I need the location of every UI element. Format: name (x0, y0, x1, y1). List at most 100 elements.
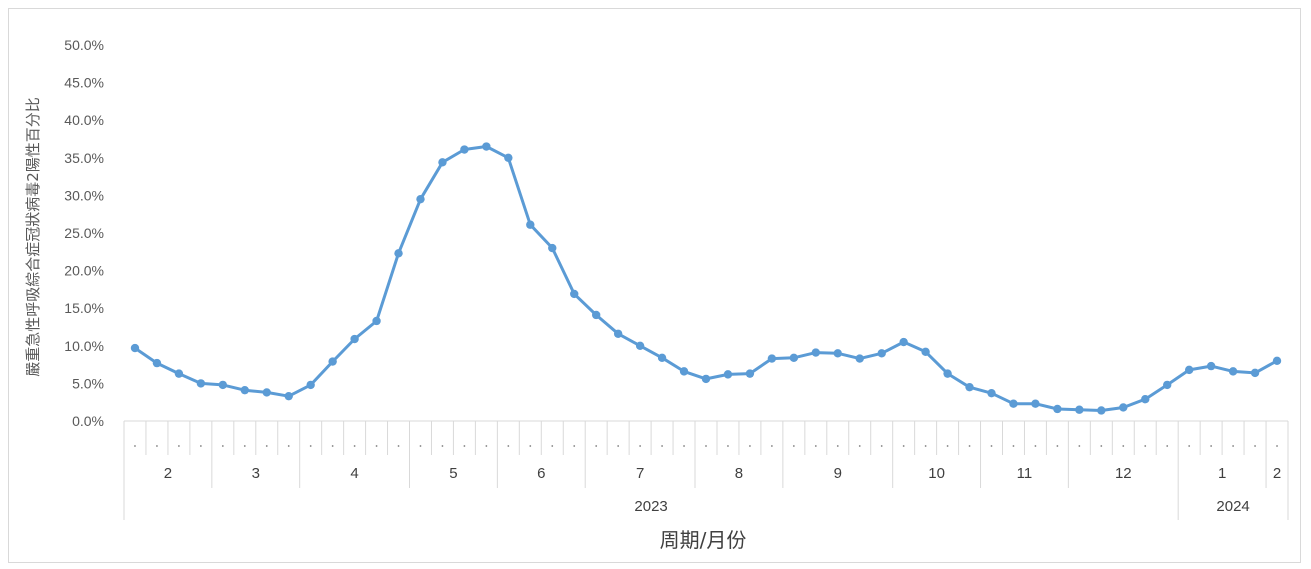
week-tick-dot (1232, 445, 1234, 447)
y-axis-label: 嚴重急性呼吸綜合症冠狀病毒2陽性百分比 (24, 97, 42, 377)
week-tick-dot (375, 445, 378, 447)
data-point (679, 367, 689, 376)
data-point (262, 388, 271, 397)
data-point (943, 369, 952, 378)
data-point (218, 380, 228, 390)
data-point (570, 289, 579, 299)
y-tick-label: 15.0% (64, 300, 104, 316)
data-point (174, 369, 184, 378)
y-tick-label: 0.0% (72, 413, 104, 429)
data-point (899, 337, 908, 347)
week-tick-dot (156, 445, 158, 447)
week-tick-dot (1122, 445, 1125, 447)
x-axis-label: 周期/月份 (660, 528, 747, 552)
month-label: 4 (350, 465, 358, 482)
data-point (1206, 361, 1216, 371)
data-point (965, 382, 974, 392)
week-tick-dot (990, 445, 993, 447)
data-point (657, 353, 667, 363)
week-tick-dot (902, 445, 905, 447)
year-label: 2023 (634, 498, 667, 515)
week-tick-dot (924, 445, 927, 447)
y-tick-label: 25.0% (64, 225, 104, 241)
data-point (548, 243, 557, 253)
data-point (196, 379, 206, 388)
data-point (152, 358, 162, 368)
week-tick-dot (287, 445, 290, 447)
data-point (416, 194, 425, 204)
week-tick-dot (1012, 445, 1015, 447)
data-point (1163, 380, 1172, 390)
data-point (723, 370, 733, 379)
week-tick-dot (221, 445, 224, 447)
week-tick-dot (661, 445, 663, 447)
week-tick-dot (573, 445, 576, 447)
data-point (1272, 356, 1282, 366)
y-tick-label: 45.0% (64, 75, 104, 91)
data-point (1075, 405, 1084, 414)
chart-frame (8, 8, 1301, 563)
week-tick-dot (1188, 445, 1191, 447)
week-tick-dot (134, 445, 136, 447)
data-point (350, 334, 359, 344)
data-point (745, 369, 755, 378)
data-point (504, 153, 513, 162)
week-tick-dot (199, 445, 202, 447)
week-tick-dot (683, 445, 685, 447)
month-label: 3 (252, 465, 260, 482)
week-tick-dot (1254, 445, 1256, 447)
data-point (1184, 365, 1194, 375)
week-tick-dot (595, 445, 598, 447)
year-label: 2024 (1216, 498, 1249, 515)
data-point (1228, 367, 1238, 376)
week-tick-dot (1144, 445, 1147, 447)
week-tick-dot (1100, 445, 1103, 447)
week-tick-dot (639, 445, 642, 447)
data-point (921, 347, 930, 357)
week-tick-dot (419, 445, 422, 447)
data-point (789, 353, 799, 363)
data-point (306, 380, 315, 390)
data-point (767, 354, 777, 363)
data-point (240, 385, 249, 395)
data-point (833, 349, 842, 358)
week-tick-dot (507, 445, 510, 447)
week-tick-dot (968, 445, 971, 447)
week-tick-dot (880, 445, 883, 447)
week-tick-dot (858, 445, 861, 447)
series-line (134, 145, 1278, 412)
week-tick-dot (946, 445, 949, 447)
data-point (394, 249, 403, 258)
week-tick-dot (1034, 445, 1037, 447)
y-tick-label: 40.0% (64, 112, 104, 128)
week-tick-dot (727, 445, 729, 447)
y-tick-label: 35.0% (64, 150, 104, 166)
week-tick-dot (243, 445, 246, 447)
week-tick-dot (1276, 445, 1278, 447)
data-point (877, 349, 886, 358)
data-point (284, 391, 293, 401)
data-point (987, 388, 996, 398)
week-tick-dot (814, 445, 817, 447)
data-point (328, 357, 337, 366)
week-tick-dot (353, 445, 356, 447)
week-tick-dot (770, 445, 773, 447)
y-axis-title: 嚴重急性呼吸綜合症冠狀病毒2陽性百分比 (24, 97, 42, 377)
data-point (613, 329, 623, 338)
data-point (1031, 399, 1040, 408)
month-label: 11 (1017, 465, 1033, 482)
week-tick-dot (617, 445, 620, 447)
week-tick-dot (441, 445, 444, 447)
week-tick-dot (1210, 445, 1213, 447)
data-point (1053, 404, 1062, 414)
data-point (438, 158, 447, 167)
week-tick-dot (485, 445, 488, 447)
week-tick-dot (1078, 445, 1081, 447)
data-point (855, 354, 864, 363)
month-label: 7 (636, 465, 644, 482)
data-point (1141, 394, 1150, 404)
y-tick-label: 5.0% (72, 375, 104, 391)
month-label: 6 (537, 465, 545, 482)
